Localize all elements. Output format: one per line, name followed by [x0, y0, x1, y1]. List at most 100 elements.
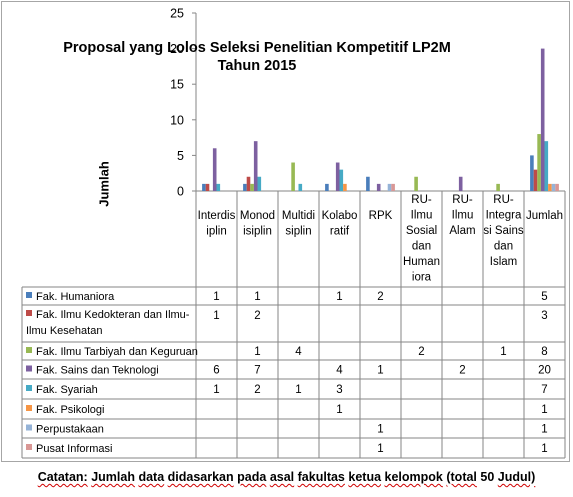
bar [257, 176, 262, 191]
category-label: siplin [285, 226, 311, 238]
category-label: RU- [452, 194, 473, 206]
bar [376, 183, 381, 191]
bar [555, 183, 559, 191]
table-cell-value: 1 [541, 424, 547, 436]
y-axis-label: Jumlah [96, 161, 112, 207]
bar [496, 183, 500, 191]
table-cell-value: 4 [336, 365, 343, 377]
bar [540, 48, 545, 191]
bar [533, 169, 538, 191]
table-cell-value: 2 [254, 310, 260, 322]
chart-frame [1, 1, 570, 462]
bar [243, 183, 247, 191]
caption-word: 50 [480, 470, 495, 484]
bar [202, 183, 206, 191]
legend-label: Ilmu Kesehatan [26, 325, 102, 337]
caption-word: didasarkan [167, 470, 234, 484]
legend-key [26, 292, 32, 298]
category-label: si Sains [483, 225, 524, 237]
legend-key [26, 444, 32, 450]
table-cell-value: 1 [541, 404, 547, 416]
table-cell-value: 1 [377, 365, 383, 377]
caption: Catatan: Jumlah data didasarkan pada asa… [0, 470, 573, 484]
category-label: Interdis [198, 210, 236, 222]
category-label: Alam [449, 225, 475, 237]
category-label: Multidi [282, 210, 315, 222]
table-cell-value: 8 [541, 346, 547, 358]
table-cell-value: 3 [336, 384, 342, 396]
table-cell-value: 1 [254, 346, 260, 358]
bar [325, 183, 329, 191]
bar [335, 162, 340, 191]
legend-label: Fak. Syariah [36, 384, 98, 396]
category-label: Human [403, 256, 440, 268]
table-cell-value: 1 [336, 404, 342, 416]
category-label: Sosial [406, 225, 437, 237]
bar [414, 176, 418, 191]
legend-label: Fak. Ilmu Kedokteran dan Ilmu- [36, 309, 190, 321]
table-cell-value: 3 [541, 310, 547, 322]
category-label: iora [412, 272, 432, 284]
bar [246, 176, 251, 191]
caption-word: pada [237, 470, 267, 484]
table-cell-value: 20 [538, 365, 551, 377]
caption-word: Judul) [497, 470, 536, 484]
caption-word: fakultas [297, 470, 345, 484]
table-cell-value: 1 [295, 384, 301, 396]
table-cell-value: 1 [336, 291, 342, 303]
legend-key [26, 385, 32, 391]
bar [343, 183, 347, 191]
y-tick-label: 20 [170, 42, 184, 56]
legend-label: Fak. Sains dan Teknologi [36, 365, 159, 377]
table-cell-value: 1 [541, 443, 547, 455]
table-cell-value: 1 [213, 384, 219, 396]
category-label: Islam [490, 256, 517, 268]
caption-word: Catatan: [37, 470, 88, 484]
category-label: Kolabo [322, 210, 358, 222]
legend-label: Pusat Informasi [36, 443, 112, 455]
legend-key [26, 347, 32, 353]
category-label: Integra [486, 210, 522, 222]
caption-word: kelompok [384, 470, 443, 484]
y-tick-label: 10 [170, 113, 184, 127]
bar [544, 141, 549, 191]
caption-word: asal [269, 470, 295, 484]
table-cell-value: 2 [377, 291, 383, 303]
category-label: RU- [411, 194, 432, 206]
bar [339, 169, 344, 191]
caption-word: data [138, 470, 165, 484]
table-cell-value: 2 [418, 346, 424, 358]
table-cell-value: 5 [541, 291, 547, 303]
bar [212, 148, 217, 191]
table-cell-value: 1 [254, 291, 260, 303]
legend-label: Fak. Psikologi [36, 404, 104, 416]
table-cell-value: 1 [213, 291, 219, 303]
table-cell-value: 1 [377, 443, 383, 455]
legend-label: Fak. Humaniora [36, 291, 115, 303]
chart-title: Proposal yang Lolos Seleksi Penelitian K… [22, 39, 492, 75]
category-label: Monod [240, 210, 275, 222]
bar [387, 183, 392, 191]
table-cell-value: 1 [500, 346, 506, 358]
legend-label: Perpustakaan [36, 424, 104, 436]
bar [458, 176, 463, 191]
category-label: isiplin [243, 226, 272, 238]
category-label: RPK [369, 210, 393, 222]
legend-label: Fak. Ilmu Tarbiyah dan Keguruan [36, 346, 198, 358]
y-tick-label: 15 [170, 78, 184, 92]
bar [298, 183, 303, 191]
bar [253, 141, 258, 191]
category-label: Ilmu [411, 210, 433, 222]
caption-word: ketua [348, 470, 382, 484]
category-label: Jumlah [526, 210, 563, 222]
y-tick-label: 5 [177, 149, 184, 163]
caption-word: Jumlah [91, 470, 135, 484]
y-tick-label: 0 [177, 185, 184, 199]
bar [548, 183, 552, 191]
y-tick-label: 25 [170, 7, 184, 21]
bar [551, 183, 556, 191]
table-cell-value: 7 [254, 365, 260, 377]
legend-key [26, 424, 32, 431]
table-cell-value: 6 [213, 365, 219, 377]
